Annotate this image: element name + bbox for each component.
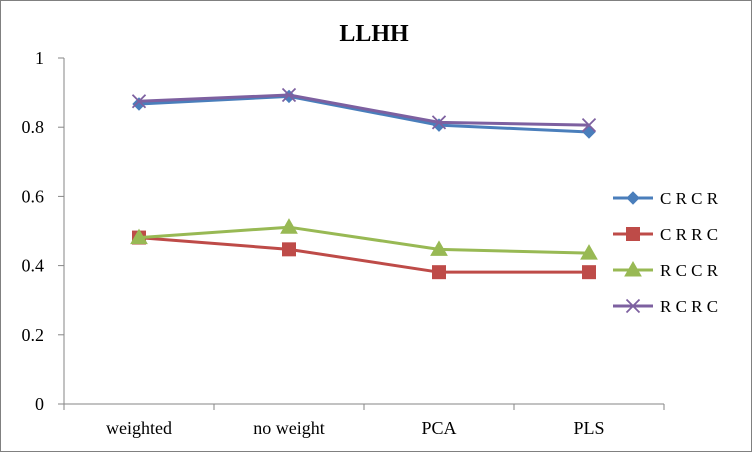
legend-marker: [624, 260, 642, 277]
x-marker-stroke: [581, 117, 597, 133]
series-layer: [130, 87, 598, 280]
y-tick-label: 0.6: [22, 186, 45, 206]
x-tick-label: PLS: [573, 418, 604, 438]
legend: C R C R C R R C R C C R R C R C: [613, 189, 719, 316]
y-tick-label: 1: [35, 48, 44, 68]
data-point: [582, 125, 596, 139]
legend-item: C R C R: [613, 189, 719, 208]
series-line: [138, 236, 589, 274]
data-point: [580, 244, 598, 260]
legend-label: C R R C: [660, 225, 718, 244]
legend-marker: [626, 227, 640, 241]
data-point: [130, 228, 148, 245]
y-tick-label: 0.8: [22, 117, 45, 137]
data-point: [430, 240, 448, 256]
data-point: [431, 115, 447, 130]
x-tick-label: PCA: [421, 418, 456, 438]
x-marker-stroke: [281, 87, 297, 103]
y-axis-ticks: 0 0.2 0.4 0.6 0.8 1: [22, 48, 64, 414]
series-3: [131, 87, 597, 133]
legend-marker: [626, 191, 640, 205]
series-line: [138, 93, 590, 127]
legend-marker: [625, 298, 641, 314]
data-point: [432, 265, 446, 280]
y-tick-label: 0: [35, 394, 44, 414]
y-tick-label: 0.4: [22, 256, 45, 276]
x-axis-ticks: weighted no weight PCA PLS: [63, 404, 665, 438]
legend-item: R C R C: [613, 297, 718, 316]
chart-title: LLHH: [339, 21, 409, 47]
series-line: [138, 225, 590, 255]
legend-label: C R C R: [660, 189, 719, 208]
legend-item: C R R C: [613, 225, 718, 244]
legend-item: R C C R: [613, 260, 719, 280]
series-2: [130, 218, 598, 260]
data-point: [582, 265, 596, 280]
data-point: [581, 117, 597, 133]
x-marker-stroke: [625, 298, 641, 314]
legend-label: R C R C: [660, 297, 718, 316]
series-line: [138, 94, 590, 134]
x-marker-stroke: [131, 94, 147, 109]
data-point: [281, 87, 297, 103]
x-tick-label: no weight: [253, 418, 325, 438]
legend-label: R C C R: [660, 261, 719, 280]
x-marker-stroke: [431, 115, 447, 130]
x-tick-label: weighted: [106, 418, 172, 438]
data-point: [282, 242, 296, 257]
y-tick-label: 0.2: [22, 325, 45, 345]
data-point: [280, 218, 298, 234]
data-point: [131, 94, 147, 109]
